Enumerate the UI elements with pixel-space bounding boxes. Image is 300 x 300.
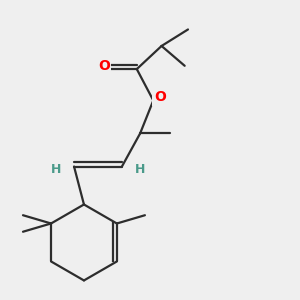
Text: H: H [51, 163, 61, 176]
Text: O: O [154, 90, 166, 104]
Text: O: O [98, 59, 110, 73]
Text: H: H [135, 163, 145, 176]
